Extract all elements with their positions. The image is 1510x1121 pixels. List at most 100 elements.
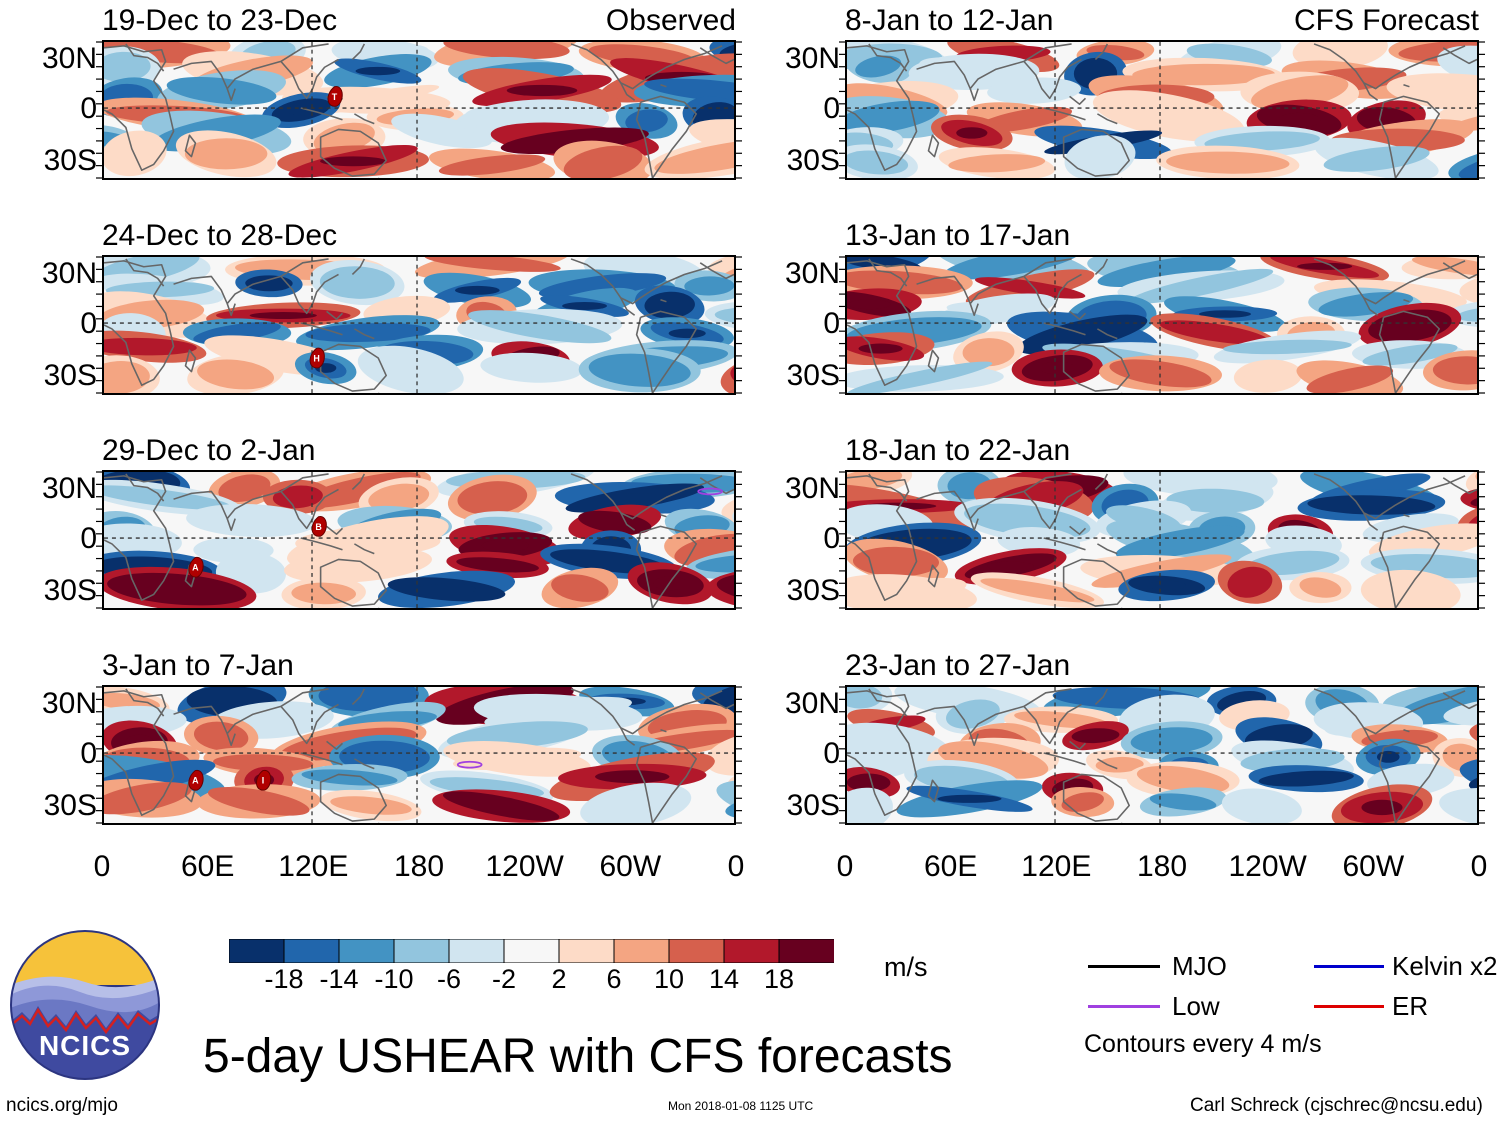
shear-anomaly-blob	[208, 472, 281, 508]
low-legend-label: Low	[1172, 991, 1220, 1021]
colorbar-swatch	[723, 938, 780, 964]
shear-anomaly-blob	[1292, 42, 1388, 70]
footer-credit: Carl Schreck (cjschrec@ncsu.edu)	[1190, 1095, 1483, 1116]
latitude-label: 30S	[786, 359, 840, 392]
panel-title: 24-Dec to 28-Dec	[102, 219, 338, 252]
colorbar-tick-label: 2	[551, 964, 567, 994]
shear-anomaly-blob	[847, 538, 948, 585]
coastlines	[847, 258, 1477, 393]
longitude-label: 120W	[1228, 850, 1307, 883]
shear-anomaly-blob	[1118, 569, 1215, 602]
shear-anomaly-blob	[1213, 330, 1361, 364]
shear-anomaly-blob	[705, 732, 734, 776]
shear-anomaly-blob	[262, 479, 333, 514]
shear-anomaly-blob	[457, 308, 623, 345]
shear-anomaly-blob	[847, 49, 912, 84]
shear-anomaly-blob	[633, 74, 734, 107]
reference-lines	[104, 42, 734, 178]
shear-anomaly-blob	[104, 523, 182, 561]
latitude-label: 30N	[41, 472, 97, 505]
latitude-label: 0	[80, 737, 97, 770]
colorbar-swatch	[338, 938, 395, 964]
shear-anomaly-blob	[281, 576, 366, 608]
shear-anomaly-blob	[1120, 721, 1223, 760]
shear-anomaly-blob	[644, 132, 734, 178]
colorbar-swatch	[503, 938, 560, 964]
longitude-label: 120E	[1021, 850, 1092, 883]
latitude-label: 0	[80, 92, 97, 125]
observed-header: Observed	[605, 4, 736, 37]
reference-lines	[847, 472, 1477, 608]
shear-anomaly-blob	[1139, 787, 1227, 817]
shear-anomaly-blob	[414, 257, 571, 279]
shear-anomaly-blob	[434, 42, 580, 67]
panel-title: 18-Jan to 22-Jan	[845, 434, 1071, 467]
er-legend-label: ER	[1392, 991, 1429, 1021]
colorbar-tick-label: -18	[264, 964, 304, 994]
map-canvas	[847, 42, 1477, 178]
longitude-label: 120W	[485, 850, 564, 883]
reference-lines	[847, 257, 1477, 393]
reference-lines	[104, 687, 734, 823]
colorbar-swatches	[228, 938, 835, 964]
reference-lines	[104, 472, 734, 608]
forecast-map	[845, 685, 1479, 825]
observed-map: H	[102, 255, 736, 395]
shear-anomaly-blob	[104, 566, 257, 608]
latitude-label: 30N	[784, 42, 840, 75]
panel-title: 19-Dec to 23-Dec	[102, 4, 338, 37]
figure-title: 5-day USHEAR with CFS forecasts	[203, 1030, 953, 1083]
shear-anomaly-blob	[157, 70, 286, 112]
reference-lines	[104, 257, 734, 393]
shear-anomaly-blob	[692, 687, 734, 716]
shear-anomaly-blob	[310, 260, 405, 306]
longitude-label: 0	[727, 850, 745, 883]
shear-anomaly-blob	[1386, 73, 1477, 113]
shear-anomaly-blob	[1382, 687, 1477, 725]
colorbar-tick-label: -2	[491, 964, 516, 994]
shear-anomaly-blob	[1011, 349, 1103, 387]
longitude-label: 0	[1470, 850, 1488, 883]
footer-url[interactable]: ncics.org/mjo	[6, 1095, 118, 1116]
longitude-label: 0	[836, 850, 854, 883]
shear-anomaly-blob	[235, 269, 303, 298]
coastlines	[104, 688, 734, 823]
colorbar-swatch	[778, 938, 835, 964]
contours-note: Contours every 4 m/s	[1084, 1030, 1322, 1058]
shear-anomaly-blob	[1117, 268, 1285, 304]
ncics-logo: NCICS	[10, 930, 160, 1080]
shear-anomaly-blob	[1360, 569, 1461, 608]
low-contour	[456, 760, 483, 769]
longitude-label: 180	[393, 850, 445, 883]
latitude-label: 30N	[784, 472, 840, 505]
shear-anomaly-blob	[1358, 302, 1462, 349]
shear-anomaly-blob	[554, 482, 715, 515]
shear-anomaly-blob	[970, 572, 1105, 608]
shear-anomaly-blob	[1051, 786, 1115, 818]
shear-anomaly-blob	[480, 352, 583, 383]
map-canvas: T	[104, 42, 734, 178]
latitude-label: 30S	[786, 789, 840, 822]
shear-anomaly-blob	[462, 68, 622, 113]
shear-anomaly-blob	[262, 92, 341, 129]
tropical-cyclone-marker: A	[188, 556, 204, 578]
latitude-label: 0	[823, 737, 840, 770]
colorbar	[228, 938, 835, 964]
logo-text: NCICS	[38, 1030, 132, 1061]
shear-anomaly-blob	[1099, 355, 1222, 392]
colorbar-tick-label: 6	[606, 964, 622, 994]
tropical-cyclone-marker: I	[256, 770, 272, 791]
shear-anomaly-blob	[1314, 137, 1439, 178]
latitude-label: 30S	[43, 359, 97, 392]
coastlines	[847, 473, 1477, 608]
shear-anomaly-blob	[931, 114, 1013, 152]
colorbar-tick-label: 10	[653, 964, 685, 994]
ncics-logo-graphic	[10, 930, 160, 1080]
shear-anomaly-blob	[443, 741, 591, 777]
shear-anomaly-blob	[1260, 257, 1390, 283]
panel-title: 3-Jan to 7-Jan	[102, 649, 294, 682]
footer-timestamp: Mon 2018-01-08 1125 UTC	[668, 1099, 814, 1113]
shear-anomaly-blob	[1233, 359, 1303, 393]
shear-anomaly-blob	[432, 789, 571, 823]
shear-anomaly-blob	[847, 574, 977, 608]
